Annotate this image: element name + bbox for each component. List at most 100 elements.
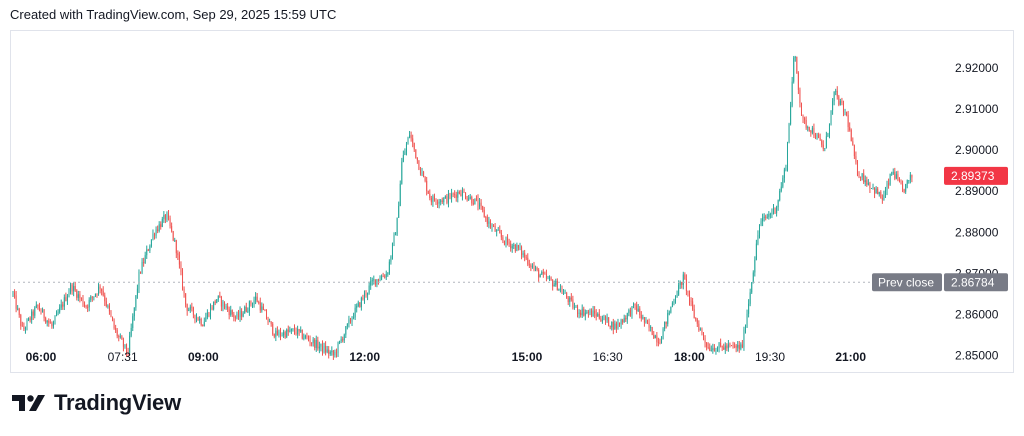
candle — [860, 176, 862, 182]
candle — [813, 123, 815, 139]
candle — [650, 325, 652, 332]
candle — [718, 342, 720, 353]
candle — [262, 303, 264, 311]
candle — [706, 341, 708, 351]
candle — [286, 328, 288, 339]
candle — [293, 324, 295, 335]
candle — [384, 274, 386, 279]
candle — [85, 304, 87, 309]
candle — [122, 337, 124, 352]
candle — [517, 244, 519, 251]
candle — [494, 223, 496, 232]
candle — [664, 321, 666, 332]
candle — [805, 116, 807, 130]
candle — [154, 232, 156, 240]
candle — [508, 238, 510, 247]
candle — [270, 321, 272, 327]
candle — [536, 266, 538, 272]
candle — [161, 216, 163, 228]
y-tick-label: 2.88000 — [955, 225, 999, 239]
candle — [454, 190, 456, 199]
chart-frame[interactable]: 2.850002.860002.870002.880002.890002.900… — [10, 30, 1014, 373]
candle — [822, 140, 824, 152]
candle — [379, 275, 381, 282]
candle — [74, 281, 76, 292]
candle — [147, 248, 149, 252]
candle — [178, 251, 180, 269]
candle — [273, 333, 275, 339]
candle — [779, 188, 781, 202]
candle — [51, 321, 53, 329]
candle — [210, 303, 212, 320]
candle — [477, 194, 479, 211]
x-tick-label: 18:00 — [674, 350, 705, 364]
candle — [676, 290, 678, 298]
candle — [586, 309, 588, 315]
y-tick-label: 2.92000 — [955, 61, 999, 75]
candle — [35, 301, 37, 309]
candle — [317, 336, 319, 351]
candle — [628, 308, 630, 317]
candle — [884, 186, 886, 198]
candle — [245, 302, 247, 313]
candle — [760, 218, 762, 227]
prev-close-label-box — [872, 273, 942, 292]
candle — [18, 307, 20, 318]
candle — [867, 179, 869, 186]
candle — [15, 291, 17, 313]
candle — [908, 180, 910, 184]
candle — [626, 312, 628, 324]
candle — [382, 272, 384, 278]
candle — [374, 279, 376, 287]
candle — [24, 326, 26, 334]
candle — [619, 322, 621, 327]
candle — [842, 100, 844, 117]
candle — [91, 296, 93, 302]
candle — [133, 307, 135, 321]
candle — [413, 142, 415, 152]
candle — [423, 170, 425, 178]
candle — [643, 316, 645, 327]
candle — [720, 338, 722, 348]
candle — [587, 309, 589, 318]
candle — [889, 173, 891, 186]
candle — [570, 293, 572, 302]
tradingview-logo[interactable]: TradingView — [12, 390, 181, 416]
candle — [819, 133, 821, 141]
candle — [107, 304, 109, 309]
candle — [799, 87, 801, 108]
candle — [528, 259, 530, 268]
candle — [132, 313, 134, 332]
x-axis[interactable]: 06:00 07:31 09:00 12:00 15:00 16:30 18:00 19:30… — [26, 350, 867, 364]
candle — [836, 86, 838, 100]
candle — [200, 317, 202, 327]
candle — [567, 296, 569, 306]
candle — [329, 350, 331, 356]
candle — [744, 324, 746, 334]
candle — [446, 193, 448, 205]
candle — [861, 172, 863, 181]
candle — [40, 308, 42, 315]
candle — [146, 245, 148, 259]
candle — [108, 303, 110, 315]
candle — [535, 265, 537, 272]
candle — [846, 111, 848, 117]
y-axis[interactable]: 2.850002.860002.870002.880002.890002.900… — [955, 61, 999, 363]
candle — [757, 230, 759, 246]
candle — [300, 326, 302, 333]
candle — [723, 343, 725, 350]
candle — [704, 335, 706, 348]
candle — [713, 344, 715, 352]
candle — [746, 309, 748, 328]
candle — [611, 321, 613, 331]
candle — [337, 341, 339, 357]
price-chart[interactable]: 2.850002.860002.870002.880002.890002.900… — [11, 31, 1013, 372]
candle — [307, 335, 309, 342]
candle — [279, 327, 281, 341]
candle — [174, 237, 176, 242]
x-tick-label: 19:30 — [755, 350, 785, 364]
candle — [76, 289, 78, 301]
candle — [276, 326, 278, 336]
candle — [667, 309, 669, 327]
candle — [612, 318, 614, 335]
